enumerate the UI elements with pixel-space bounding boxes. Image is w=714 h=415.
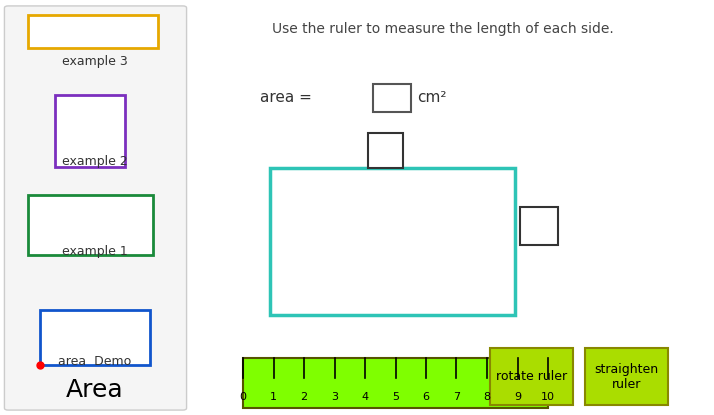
Text: 3: 3 xyxy=(331,392,338,402)
Bar xyxy=(490,348,573,405)
Text: Area: Area xyxy=(66,378,124,402)
FancyBboxPatch shape xyxy=(4,6,186,410)
Text: area  Demo: area Demo xyxy=(59,355,131,368)
Text: example 2: example 2 xyxy=(62,155,128,168)
Text: 1: 1 xyxy=(270,392,277,402)
Text: 0: 0 xyxy=(239,392,246,402)
Bar xyxy=(28,195,153,255)
Bar xyxy=(585,348,668,405)
Bar xyxy=(40,310,150,365)
Text: area =: area = xyxy=(260,90,317,105)
Bar xyxy=(520,207,558,245)
Bar xyxy=(373,84,411,112)
Text: example 1: example 1 xyxy=(62,245,128,258)
Bar xyxy=(28,15,158,48)
Text: 5: 5 xyxy=(392,392,399,402)
Text: cm²: cm² xyxy=(417,90,446,105)
Text: 6: 6 xyxy=(423,392,430,402)
Text: 7: 7 xyxy=(453,392,460,402)
Text: straighten
ruler: straighten ruler xyxy=(595,362,658,391)
Text: 9: 9 xyxy=(514,392,521,402)
Bar xyxy=(368,133,403,168)
Bar xyxy=(270,168,515,315)
Text: 2: 2 xyxy=(301,392,308,402)
Text: Use the ruler to measure the length of each side.: Use the ruler to measure the length of e… xyxy=(272,22,613,36)
Bar xyxy=(55,95,125,167)
Text: 10: 10 xyxy=(541,392,555,402)
Text: example 3: example 3 xyxy=(62,55,128,68)
Bar xyxy=(243,358,548,408)
Text: rotate ruler: rotate ruler xyxy=(496,370,567,383)
Text: 8: 8 xyxy=(483,392,491,402)
Text: 4: 4 xyxy=(361,392,368,402)
